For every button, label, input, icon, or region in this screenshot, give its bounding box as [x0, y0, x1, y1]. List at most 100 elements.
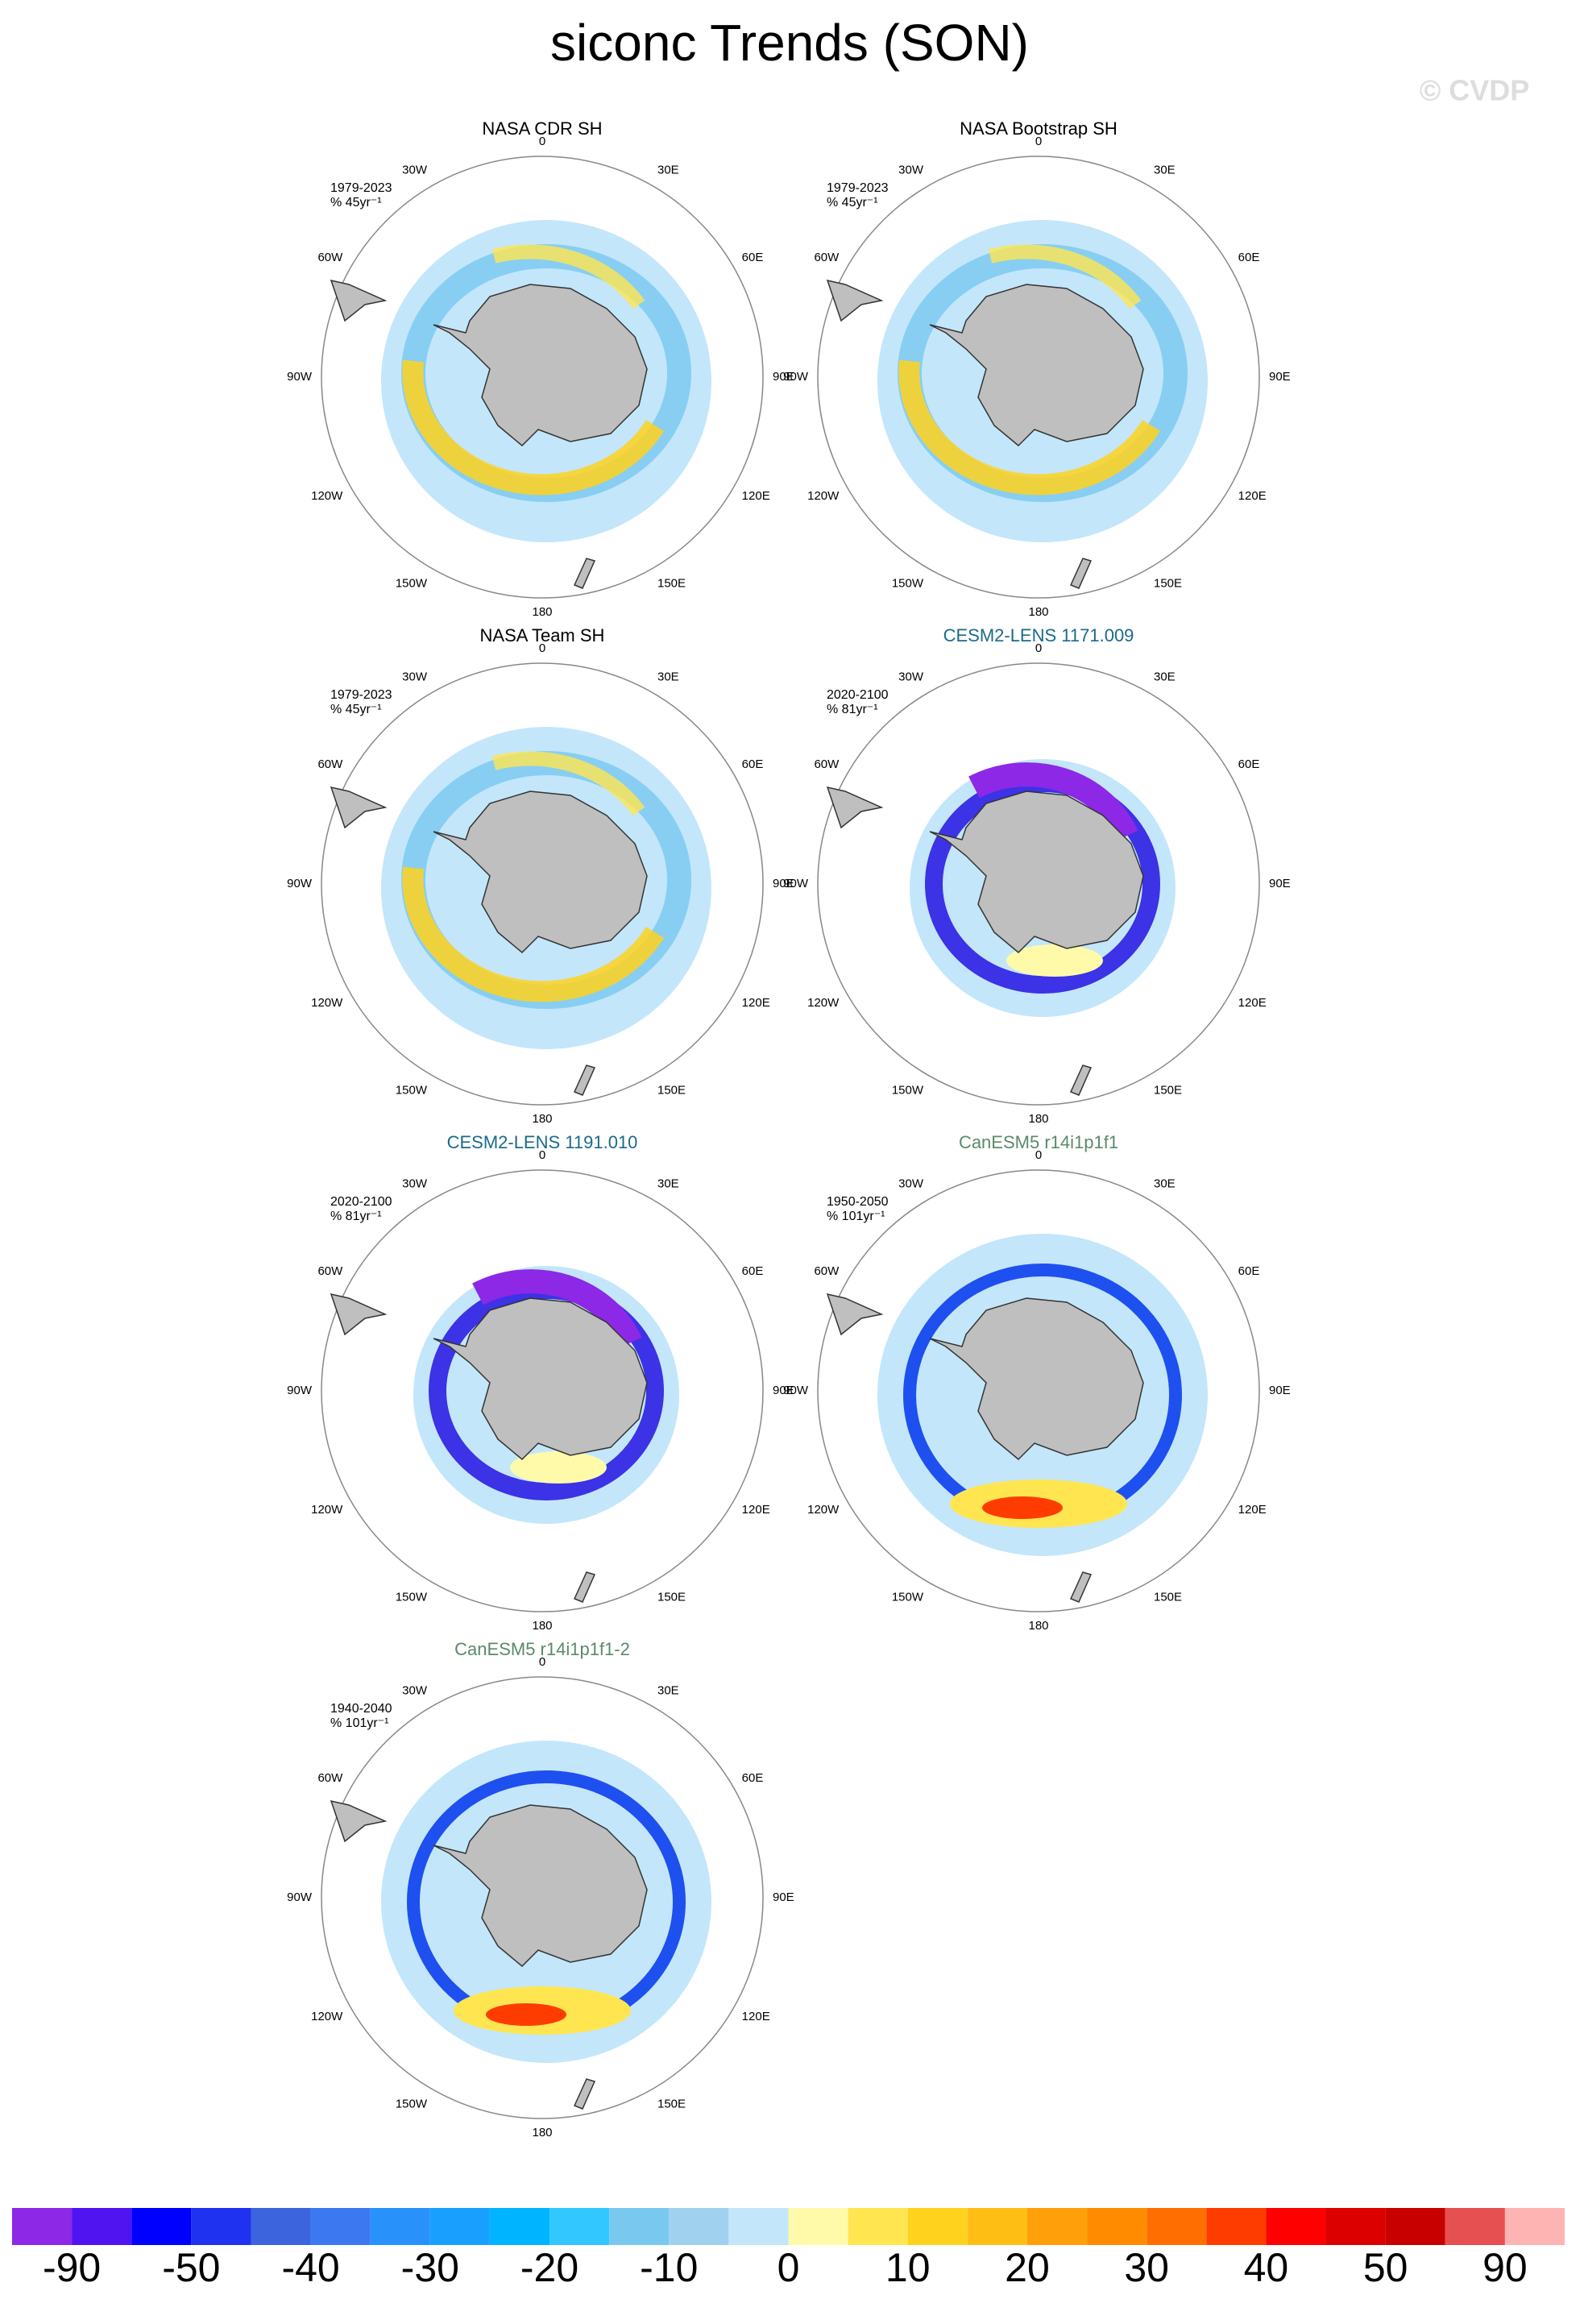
longitude-label: 30E [1154, 1177, 1176, 1191]
longitude-label: 150E [657, 2097, 686, 2110]
south-america [330, 1799, 388, 1843]
trend-patch [982, 1496, 1063, 1519]
trend-patch [1006, 944, 1103, 977]
longitude-label: 30E [657, 164, 679, 177]
colorbar-box [669, 2208, 729, 2245]
colorbar-box [1087, 2208, 1147, 2245]
longitude-label: 30E [657, 670, 679, 684]
period-label: 1979-2023 [330, 688, 392, 702]
period-label: 1979-2023 [827, 181, 889, 195]
colorbar-box [907, 2208, 968, 2245]
longitude-label: 180 [532, 605, 552, 619]
colorbar-box [788, 2208, 848, 2245]
panel-title: NASA Bootstrap SH [960, 118, 1118, 139]
antarctica [433, 284, 648, 447]
map-panel: CESM2-LENS 1171.009 2020-2100% 81yr⁻¹ 0 30E… [783, 625, 1291, 1126]
longitude-label: 150W [396, 1083, 428, 1097]
antarctica [929, 1297, 1144, 1461]
figure-title: siconc Trends (SON) [550, 14, 1029, 72]
trend-ring [988, 244, 1142, 309]
new-zealand [1069, 558, 1093, 589]
new-zealand [573, 2078, 596, 2110]
colorbar-box [251, 2208, 311, 2245]
longitude-label: 150W [892, 1083, 924, 1097]
panel-title: NASA CDR SH [482, 118, 602, 139]
longitude-label: 120W [311, 1503, 343, 1517]
longitude-label: 60W [814, 757, 840, 771]
colorbar-box [967, 2208, 1027, 2245]
colorbar-label: 40 [1244, 2245, 1289, 2290]
period-label: 2020-2100 [827, 688, 889, 702]
south-america [826, 279, 884, 322]
longitude-label: 150E [657, 1590, 686, 1604]
period-label: 1979-2023 [330, 181, 392, 195]
longitude-label: 120W [311, 996, 343, 1010]
longitude-label: 30W [898, 1177, 924, 1191]
longitude-label: 90E [773, 1384, 794, 1397]
units-label: % 101yr⁻¹ [827, 1210, 885, 1223]
longitude-label: 120W [807, 1503, 840, 1517]
colorbar-box [609, 2208, 670, 2245]
colorbar-label: -50 [162, 2245, 220, 2290]
longitude-label: 90W [287, 370, 313, 384]
longitude-label: 180 [1028, 1112, 1048, 1126]
longitude-label: 90E [1269, 1384, 1291, 1397]
units-label: % 45yr⁻¹ [330, 703, 382, 716]
panel-title: CESM2-LENS 1191.010 [447, 1132, 638, 1152]
new-zealand [573, 1571, 596, 1603]
longitude-label: 60W [814, 1264, 840, 1278]
colorbar-box [1266, 2208, 1326, 2245]
panel-title: CanESM5 r14i1p1f1 [959, 1132, 1118, 1152]
south-america [826, 786, 884, 829]
longitude-label: 120W [807, 489, 840, 503]
longitude-label: 0 [1035, 135, 1042, 148]
south-america [826, 1293, 884, 1336]
longitude-label: 90W [783, 877, 809, 890]
longitude-label: 120W [807, 996, 840, 1010]
colorbar-label: 10 [885, 2245, 931, 2290]
colorbar-label: -90 [43, 2245, 101, 2290]
trend-ring [402, 359, 665, 496]
longitude-label: 0 [1035, 1148, 1042, 1162]
trend-ring [491, 751, 645, 816]
colorbar-label: 0 [777, 2245, 800, 2290]
map-panel: NASA CDR SH 1979-2023% 45yr⁻¹ 0 30E 60E 90E 12… [287, 118, 794, 619]
longitude-label: 90W [287, 1890, 313, 1904]
colorbar-box [1206, 2208, 1267, 2245]
new-zealand [573, 1064, 596, 1096]
longitude-label: 90E [773, 1890, 794, 1904]
colorbar-box [549, 2208, 610, 2245]
colorbar-box [191, 2208, 251, 2245]
longitude-label: 30E [657, 1177, 679, 1191]
south-america [330, 279, 388, 322]
longitude-label: 60W [317, 1264, 343, 1278]
longitude-label: 0 [539, 1148, 545, 1162]
colorbar-box [1026, 2208, 1088, 2245]
longitude-label: 120E [1238, 489, 1267, 503]
antarctica [433, 791, 648, 954]
colorbar-label: -40 [281, 2245, 339, 2290]
colorbar-box [429, 2208, 490, 2245]
longitude-label: 90E [773, 877, 794, 890]
longitude-label: 150W [892, 576, 924, 590]
map-panel: CESM2-LENS 1191.010 2020-2100% 81yr⁻¹ 0 30E… [287, 1132, 794, 1633]
longitude-label: 150W [396, 1590, 428, 1604]
longitude-label: 90E [1269, 877, 1291, 890]
longitude-label: 30W [402, 670, 428, 684]
south-america [330, 1293, 388, 1336]
longitude-label: 60E [1238, 1264, 1260, 1278]
longitude-label: 120E [1238, 1503, 1267, 1517]
colorbar-box [131, 2208, 192, 2245]
longitude-label: 30W [402, 164, 428, 177]
units-label: % 101yr⁻¹ [330, 1716, 388, 1730]
colorbar-box [12, 2208, 73, 2245]
longitude-label: 30E [1154, 670, 1176, 684]
longitude-label: 120E [742, 2010, 770, 2023]
longitude-label: 30W [898, 670, 924, 684]
map-panel: CanESM5 r14i1p1f1-2 1940-2040% 101yr⁻¹ 0 30… [287, 1639, 794, 2139]
colorbar-label: 30 [1124, 2245, 1169, 2290]
longitude-label: 90W [287, 1384, 313, 1397]
longitude-label: 150W [892, 1590, 924, 1604]
trend-ring [472, 1269, 642, 1348]
units-label: % 45yr⁻¹ [330, 196, 382, 210]
